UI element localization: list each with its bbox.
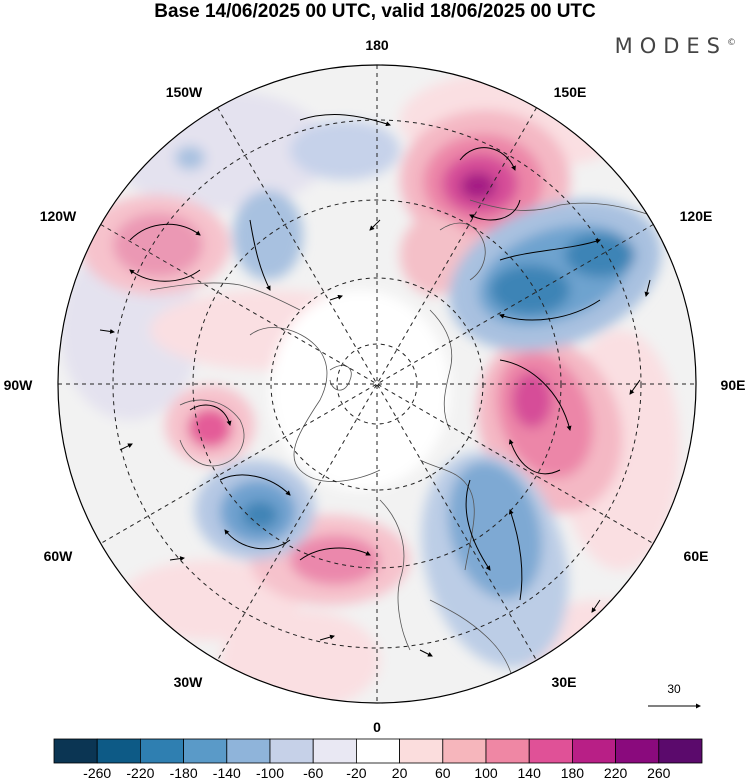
brand-logo: MODES© — [615, 34, 736, 58]
wind-vectors — [99, 114, 651, 657]
colorbar-swatch — [615, 738, 660, 764]
colorbar-tick-label: -100 — [256, 765, 284, 781]
lon-label-90w: 90W — [4, 377, 34, 393]
colorbar-tick-label: 220 — [604, 765, 628, 781]
lon-label-120w: 120W — [40, 208, 77, 224]
colorbar-tick-label: 180 — [561, 765, 585, 781]
colorbar-tick-label: 100 — [474, 765, 498, 781]
colorbar-tick-label: 20 — [392, 765, 408, 781]
lon-label-0: 0 — [373, 719, 381, 735]
graticule — [58, 65, 696, 703]
colorbar-swatch — [528, 738, 573, 764]
colorbar-tick-label: 60 — [435, 765, 451, 781]
colorbar-swatch — [96, 738, 141, 764]
brand-name: MODES — [614, 34, 727, 58]
colorbar-tick-label: 140 — [518, 765, 542, 781]
colorbar-swatch — [140, 738, 185, 764]
colorbar-swatch — [269, 738, 314, 764]
colorbar-swatch — [355, 738, 400, 764]
map-border — [57, 64, 697, 704]
coastlines — [149, 199, 651, 701]
colorbar-swatch — [183, 738, 228, 764]
map-title: Base 14/06/2025 00 UTC, valid 18/06/2025… — [154, 1, 596, 22]
colorbar-swatch — [312, 738, 357, 764]
wind-scale: 30 — [648, 682, 701, 709]
longitude-labels: 180 0 90W 90E 150W 120W 150E 120E 60W 30… — [4, 37, 746, 735]
lon-label-180: 180 — [365, 37, 389, 53]
colorbar-tick-label: -20 — [346, 765, 366, 781]
lon-label-150e: 150E — [554, 84, 587, 100]
colorbar-swatch — [399, 738, 444, 764]
wind-scale-label: 30 — [667, 682, 681, 696]
lon-label-30e: 30E — [552, 674, 577, 690]
colorbar-tick-label: -180 — [170, 765, 198, 781]
colorbar-swatch — [53, 738, 98, 764]
colorbar-tick-label: -140 — [213, 765, 241, 781]
lon-label-90e: 90E — [721, 377, 746, 393]
lon-label-60w: 60W — [44, 548, 74, 564]
lon-label-30w: 30W — [174, 674, 204, 690]
brand-mark: © — [727, 38, 736, 48]
colorbar-tick-label: 260 — [647, 765, 671, 781]
colorbar-tick-label: -260 — [83, 765, 111, 781]
colorbar: -260 -220 -180 -140 -100 -60 -20 20 60 100 140 180 2… — [53, 738, 703, 781]
lon-label-120e: 120E — [680, 208, 713, 224]
lon-label-150w: 150W — [166, 84, 203, 100]
colorbar-swatch — [226, 738, 271, 764]
lon-label-60e: 60E — [684, 548, 709, 564]
colorbar-swatch — [658, 738, 703, 764]
colorbar-tick-label: -60 — [303, 765, 323, 781]
colorbar-swatch — [442, 738, 487, 764]
colorbar-swatch — [572, 738, 617, 764]
colorbar-swatch — [485, 738, 530, 764]
colorbar-tick-label: -220 — [126, 765, 154, 781]
